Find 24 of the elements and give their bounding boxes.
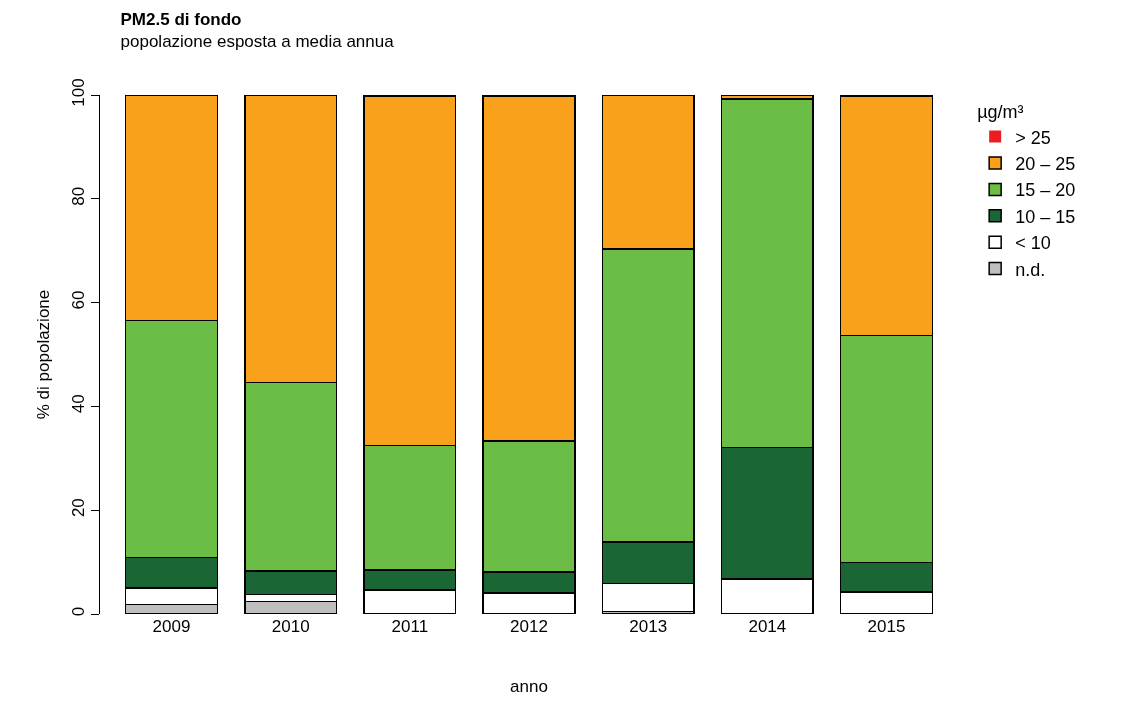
y-tick-label: 40 [69, 394, 89, 414]
y-tick-label: 0 [69, 606, 89, 617]
y-tick-label: 100 [69, 78, 89, 107]
x-tick-label: 2014 [748, 617, 787, 636]
legend-label: 20 – 25 [1015, 154, 1076, 175]
legend-label: 15 – 20 [1015, 180, 1076, 201]
y-axis-title: % di popolazione [33, 289, 53, 420]
x-axis-title: anno [510, 677, 548, 697]
legend-title: µg/m³ [977, 102, 1024, 123]
x-tick-label: 2013 [629, 617, 668, 636]
x-tick-label: 2015 [867, 617, 906, 636]
legend-label: n.d. [1015, 259, 1046, 280]
y-tick-label: 20 [69, 498, 89, 518]
y-tick-label: 80 [69, 186, 89, 206]
legend-label: < 10 [1015, 233, 1051, 254]
x-tick-label: 2010 [271, 617, 310, 636]
x-tick-label: 2012 [510, 617, 548, 636]
chart-title: PM2.5 di fondo [120, 10, 242, 30]
chart-subtitle: popolazione esposta a media annua [120, 32, 395, 52]
y-tick-label: 60 [69, 290, 89, 310]
x-tick-label: 2009 [152, 617, 191, 636]
x-tick-label: 2011 [391, 617, 429, 636]
legend-label: 10 – 15 [1015, 206, 1076, 227]
legend-label: > 25 [1015, 127, 1051, 148]
